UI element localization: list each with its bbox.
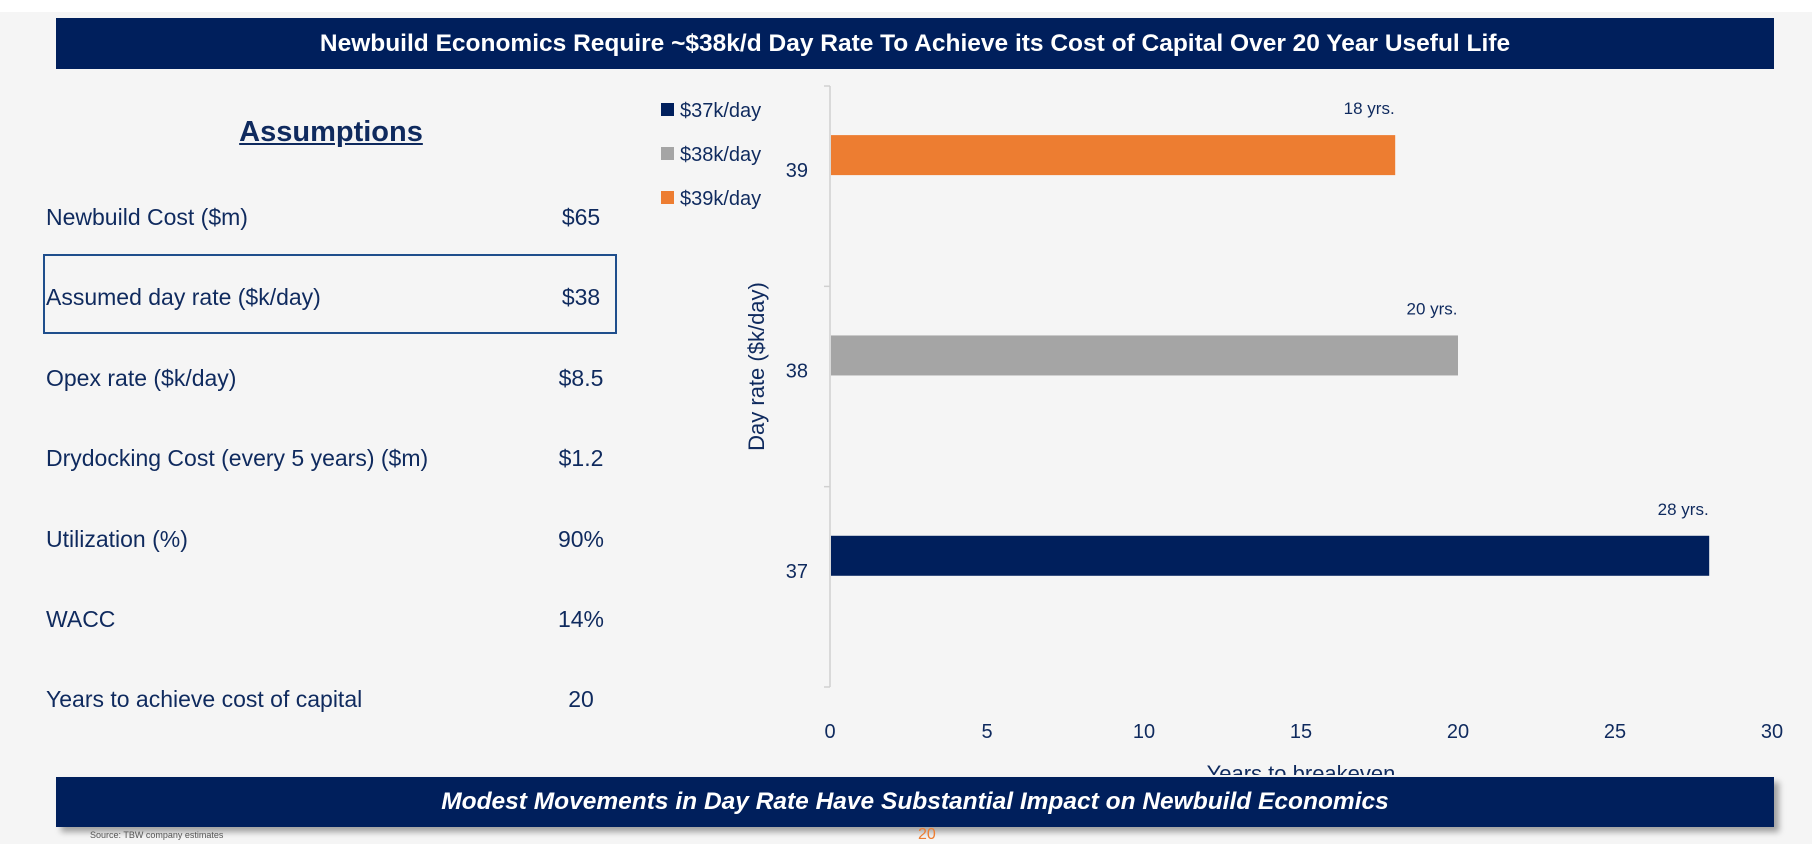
x-tick-label-20: 20 [1447,721,1469,743]
x-tick-label-10: 10 [1133,721,1155,743]
assumption-value: $8.5 [558,365,604,391]
assumption-row-utilization: Utilization (%) 90% [46,518,606,558]
x-tick-label-15: 15 [1290,721,1312,743]
assumption-row-opex-rate: Opex rate ($k/day) $8.5 [46,357,606,397]
assumption-label: Opex rate ($k/day) [46,365,237,391]
top-strip [0,0,1812,12]
bottom-banner: Modest Movements in Day Rate Have Substa… [56,777,1774,827]
legend-label-37: $37k/day [680,100,761,122]
assumption-value: $38 [561,284,601,310]
assumption-row-newbuild-cost: Newbuild Cost ($m) $65 [46,196,606,236]
assumption-row-wacc: WACC 14% [46,598,606,638]
x-tick-label-25: 25 [1604,721,1626,743]
assumption-label: Assumed day rate ($k/day) [46,284,321,310]
footer-note: Source: TBW company estimates [90,830,224,840]
assumption-value: $1.2 [558,445,604,471]
assumed-day-rate-highlight [43,254,617,334]
assumptions-title: Assumptions [239,116,423,148]
legend-swatch-39 [661,191,674,204]
assumption-value: 14% [557,606,605,632]
breakeven-bar-chart: 37 38 39 0 5 10 15 20 25 30 Years to breakeven Day … [661,85,1783,775]
page-title: Newbuild Economics Require ~$38k/d Day R… [56,18,1774,69]
legend-label-38: $38k/day [680,144,761,166]
bar-38 [831,335,1458,376]
bar-37 [831,535,1710,576]
assumption-label: Utilization (%) [46,526,188,552]
legend-label-39: $39k/day [680,188,761,210]
assumption-label: WACC [46,606,116,632]
data-label-39: 18 yrs. [1344,99,1395,118]
y-tick-label-38: 38 [786,360,808,382]
assumption-label: Newbuild Cost ($m) [46,204,248,230]
legend-swatch-38 [661,147,674,160]
bar-39 [831,135,1396,176]
data-label-37: 28 yrs. [1658,500,1709,519]
x-tick-label-0: 0 [824,721,835,743]
x-tick-label-5: 5 [981,721,992,743]
x-tick-label-30: 30 [1761,721,1783,743]
x-axis-title: Years to breakeven [1207,761,1396,775]
assumption-label: Drydocking Cost (every 5 years) ($m) [46,445,429,471]
assumption-row-years-to-cost-of-capital: Years to achieve cost of capital 20 [46,678,606,718]
assumption-value: $65 [561,204,601,230]
y-axis-title: Day rate ($k/day) [744,282,769,451]
page-number: 20 [918,826,936,843]
assumption-row-day-rate: Assumed day rate ($k/day) $38 [46,276,606,316]
y-tick-label-37: 37 [786,561,808,583]
assumption-value: 90% [557,526,605,552]
data-label-38: 20 yrs. [1406,299,1457,318]
y-tick-label-39: 39 [786,160,808,182]
legend-swatch-37 [661,103,674,116]
assumption-value: 20 [568,686,594,712]
assumption-label: Years to achieve cost of capital [46,686,363,712]
assumption-row-drydocking-cost: Drydocking Cost (every 5 years) ($m) $1.… [46,437,606,477]
